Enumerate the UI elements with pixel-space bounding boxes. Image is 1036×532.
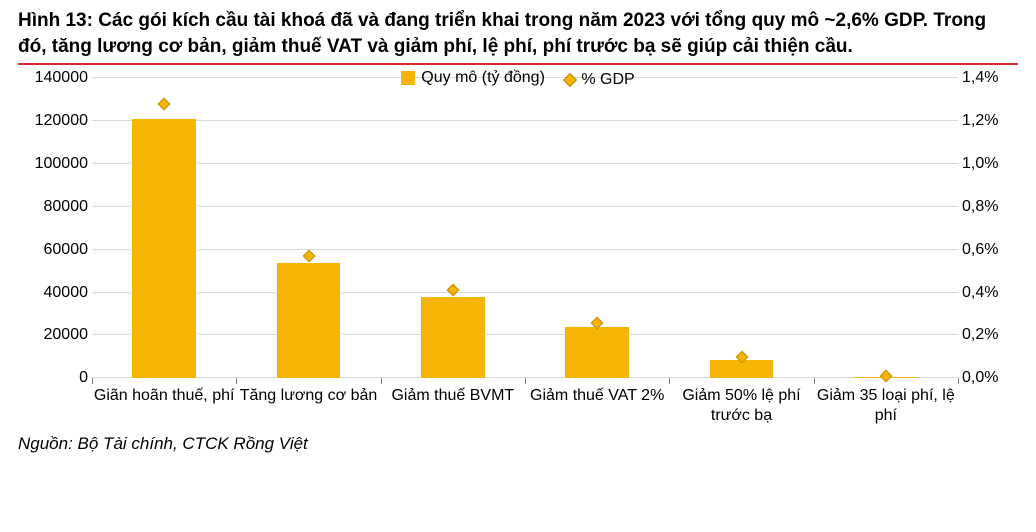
figure-title: Hình 13: Các gói kích cầu tài khoá đã và… — [18, 8, 1018, 59]
bar — [132, 119, 196, 378]
legend-bar-label: Quy mô (tỷ đồng) — [421, 69, 545, 87]
y-right-tick-label: 1,2% — [962, 113, 1014, 129]
y-left-tick-label: 40000 — [22, 285, 88, 301]
gdp-marker — [446, 284, 459, 297]
y-right-tick-label: 1,0% — [962, 156, 1014, 172]
gridline — [92, 334, 958, 335]
x-category-label: Giảm thuế VAT 2% — [525, 378, 669, 406]
gridline — [92, 163, 958, 164]
x-category-label: Giảm 50% lệ phí trước bạ — [669, 378, 813, 426]
x-category-label: Giảm thuế BVMT — [381, 378, 525, 406]
y-right-tick-label: 0,4% — [962, 285, 1014, 301]
y-right-tick-label: 0,6% — [962, 242, 1014, 258]
y-left-tick-label: 0 — [22, 370, 88, 386]
figure-source: Nguồn: Bộ Tài chính, CTCK Rồng Việt — [18, 434, 1018, 454]
gdp-marker — [302, 250, 315, 263]
chart-legend: Quy mô (tỷ đồng) % GDP — [18, 69, 1018, 90]
gridline — [92, 249, 958, 250]
y-right-tick-label: 0,0% — [962, 370, 1014, 386]
square-swatch-icon — [401, 71, 415, 85]
gridline — [92, 292, 958, 293]
y-left-tick-label: 100000 — [22, 156, 88, 172]
x-category-label: Giãn hoãn thuế, phí — [92, 378, 236, 406]
y-left-tick-label: 20000 — [22, 327, 88, 343]
y-left-tick-label: 80000 — [22, 199, 88, 215]
title-rule — [18, 63, 1018, 65]
y-left-tick-label: 120000 — [22, 113, 88, 129]
y-left-tick-label: 60000 — [22, 242, 88, 258]
legend-item-marker: % GDP — [565, 71, 634, 89]
y-right-tick-label: 0,8% — [962, 199, 1014, 215]
x-tick — [958, 378, 959, 384]
x-category-label: Giảm 35 loại phí, lệ phí — [814, 378, 958, 426]
y-right-tick-label: 0,2% — [962, 327, 1014, 343]
chart-area: Giãn hoãn thuế, phíTăng lương cơ bảnGiảm… — [18, 68, 1018, 428]
plot-region: Giãn hoãn thuế, phíTăng lương cơ bảnGiảm… — [92, 78, 958, 378]
gdp-marker — [158, 98, 171, 111]
bar — [421, 297, 485, 378]
diamond-swatch-icon — [563, 73, 577, 87]
legend-marker-label: % GDP — [581, 71, 634, 89]
gridline — [92, 206, 958, 207]
x-category-label: Tăng lương cơ bản — [236, 378, 380, 406]
bar — [277, 263, 341, 379]
legend-item-bar: Quy mô (tỷ đồng) — [401, 69, 545, 87]
gridline — [92, 120, 958, 121]
bar — [565, 327, 629, 378]
